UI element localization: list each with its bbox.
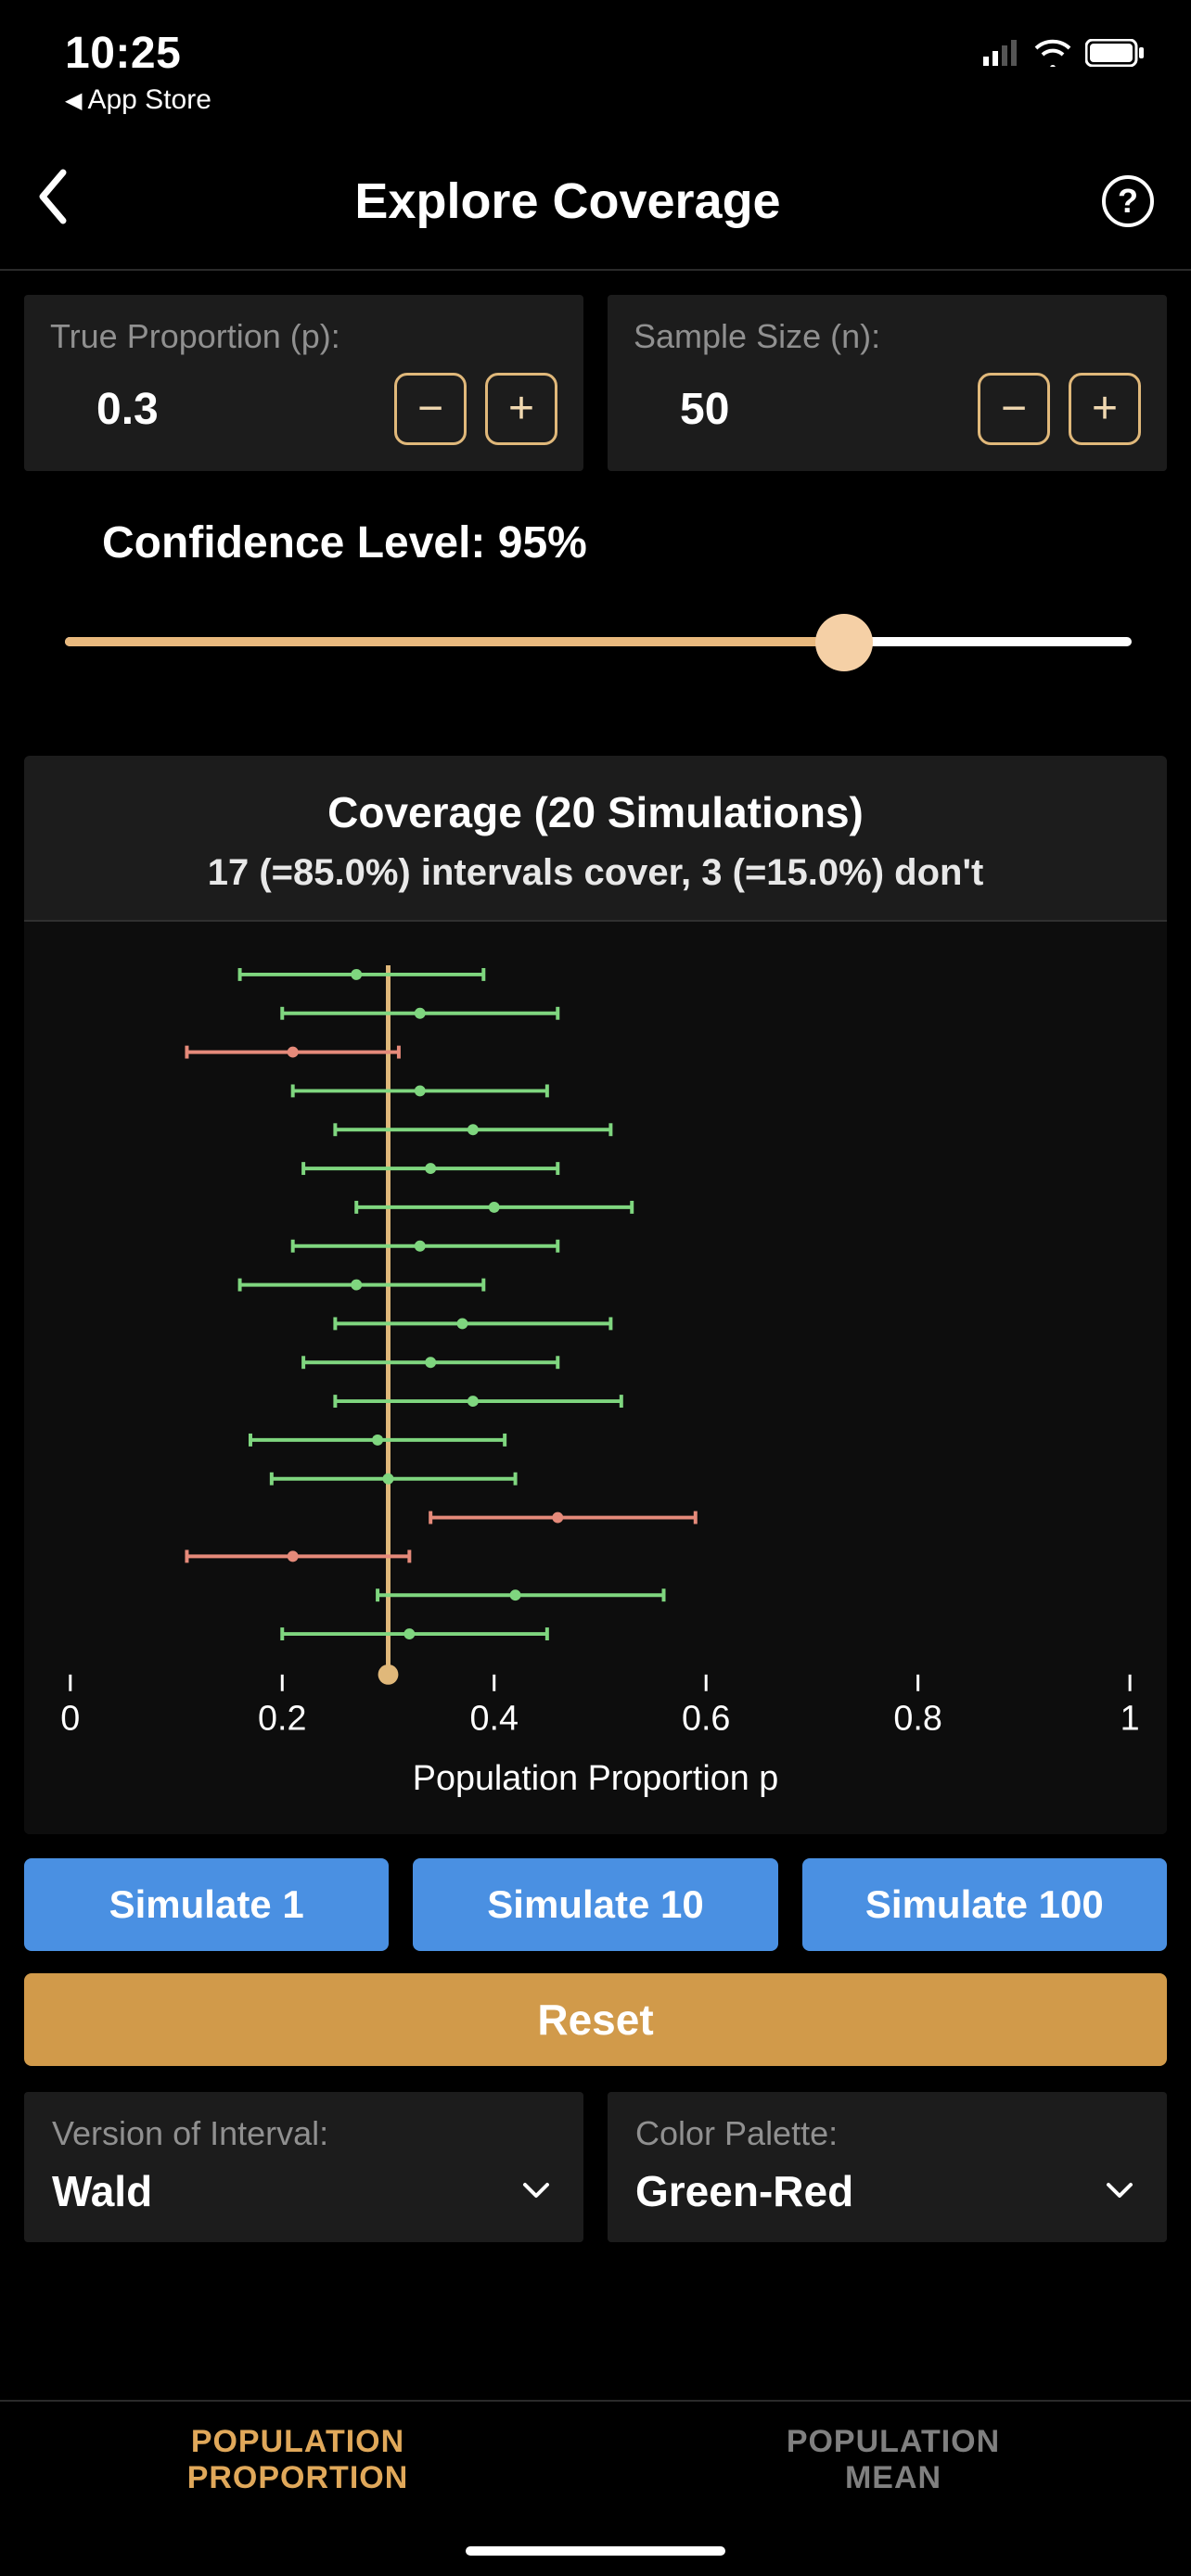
slider-fill (65, 637, 844, 646)
home-indicator[interactable] (466, 2546, 725, 2556)
simulate-10-button[interactable]: Simulate 10 (413, 1858, 777, 1951)
proportion-plus-button[interactable]: + (485, 373, 557, 445)
simulate-100-button[interactable]: Simulate 100 (802, 1858, 1167, 1951)
chevron-down-icon (1106, 2169, 1133, 2209)
palette-label: Color Palette: (635, 2114, 1139, 2153)
sample-size-value: 50 (634, 384, 959, 435)
svg-text:0.6: 0.6 (682, 1698, 730, 1737)
coverage-panel: Coverage (20 Simulations) 17 (=85.0%) in… (24, 756, 1167, 1834)
status-back-label: App Store (87, 84, 211, 116)
sample-plus-button[interactable]: + (1069, 373, 1141, 445)
sample-size-label: Sample Size (n): (634, 317, 1141, 356)
svg-text:1: 1 (1121, 1698, 1140, 1737)
battery-icon (1085, 39, 1145, 67)
cellular-icon (983, 40, 1020, 66)
slider-thumb[interactable] (815, 614, 873, 671)
confidence-section: Confidence Level: 95% (0, 471, 1191, 704)
interval-value: Wald (52, 2166, 556, 2216)
nav-header: Explore Coverage ? (0, 130, 1191, 271)
help-button[interactable]: ? (1102, 175, 1154, 227)
coverage-title: Coverage (20 Simulations) (43, 787, 1148, 837)
svg-text:0: 0 (60, 1698, 80, 1737)
svg-text:0.2: 0.2 (258, 1698, 306, 1737)
simulate-1-button[interactable]: Simulate 1 (24, 1858, 389, 1951)
coverage-header: Coverage (20 Simulations) 17 (=85.0%) in… (24, 756, 1167, 922)
page-title: Explore Coverage (33, 172, 1102, 230)
status-left: 10:25 ◀ App Store (65, 28, 211, 116)
svg-text:0.8: 0.8 (893, 1698, 941, 1737)
param-controls: True Proportion (p): 0.3 − + Sample Size… (0, 271, 1191, 471)
svg-text:Population Proportion p: Population Proportion p (413, 1758, 778, 1797)
tab-proportion-line2: PROPORTION (0, 2460, 596, 2496)
chevron-down-icon (522, 2169, 550, 2209)
coverage-chart-svg: 0 0.2 0.4 0.6 0.8 1 Population Proportion p (43, 944, 1148, 1816)
svg-text:0.4: 0.4 (469, 1698, 518, 1737)
proportion-panel: True Proportion (p): 0.3 − + (24, 295, 583, 471)
back-triangle-icon: ◀ (65, 87, 82, 114)
sample-minus-button[interactable]: − (978, 373, 1050, 445)
status-back-to-app[interactable]: ◀ App Store (65, 84, 211, 116)
tab-mean-line2: MEAN (596, 2460, 1191, 2496)
confidence-label: Confidence Level: 95% (102, 517, 1135, 568)
palette-value: Green-Red (635, 2166, 1139, 2216)
proportion-value: 0.3 (50, 384, 376, 435)
status-time: 10:25 (65, 28, 211, 79)
proportion-minus-button[interactable]: − (394, 373, 467, 445)
help-icon: ? (1118, 182, 1138, 221)
palette-dropdown[interactable]: Color Palette: Green-Red (608, 2092, 1167, 2242)
sample-size-panel: Sample Size (n): 50 − + (608, 295, 1167, 471)
wifi-icon (1033, 39, 1072, 67)
interval-dropdown[interactable]: Version of Interval: Wald (24, 2092, 583, 2242)
reset-button[interactable]: Reset (24, 1973, 1167, 2066)
dropdowns: Version of Interval: Wald Color Palette:… (0, 2066, 1191, 2242)
confidence-slider[interactable] (65, 611, 1132, 667)
status-bar: 10:25 ◀ App Store (0, 0, 1191, 130)
tab-proportion-line1: POPULATION (0, 2424, 596, 2460)
interval-label: Version of Interval: (52, 2114, 556, 2153)
tab-mean-line1: POPULATION (596, 2424, 1191, 2460)
coverage-subtitle: 17 (=85.0%) intervals cover, 3 (=15.0%) … (43, 852, 1148, 894)
proportion-label: True Proportion (p): (50, 317, 557, 356)
simulate-buttons: Simulate 1 Simulate 10 Simulate 100 (0, 1834, 1191, 1951)
coverage-chart: 0 0.2 0.4 0.6 0.8 1 Population Proportion p (24, 922, 1167, 1834)
status-icons (983, 28, 1145, 67)
